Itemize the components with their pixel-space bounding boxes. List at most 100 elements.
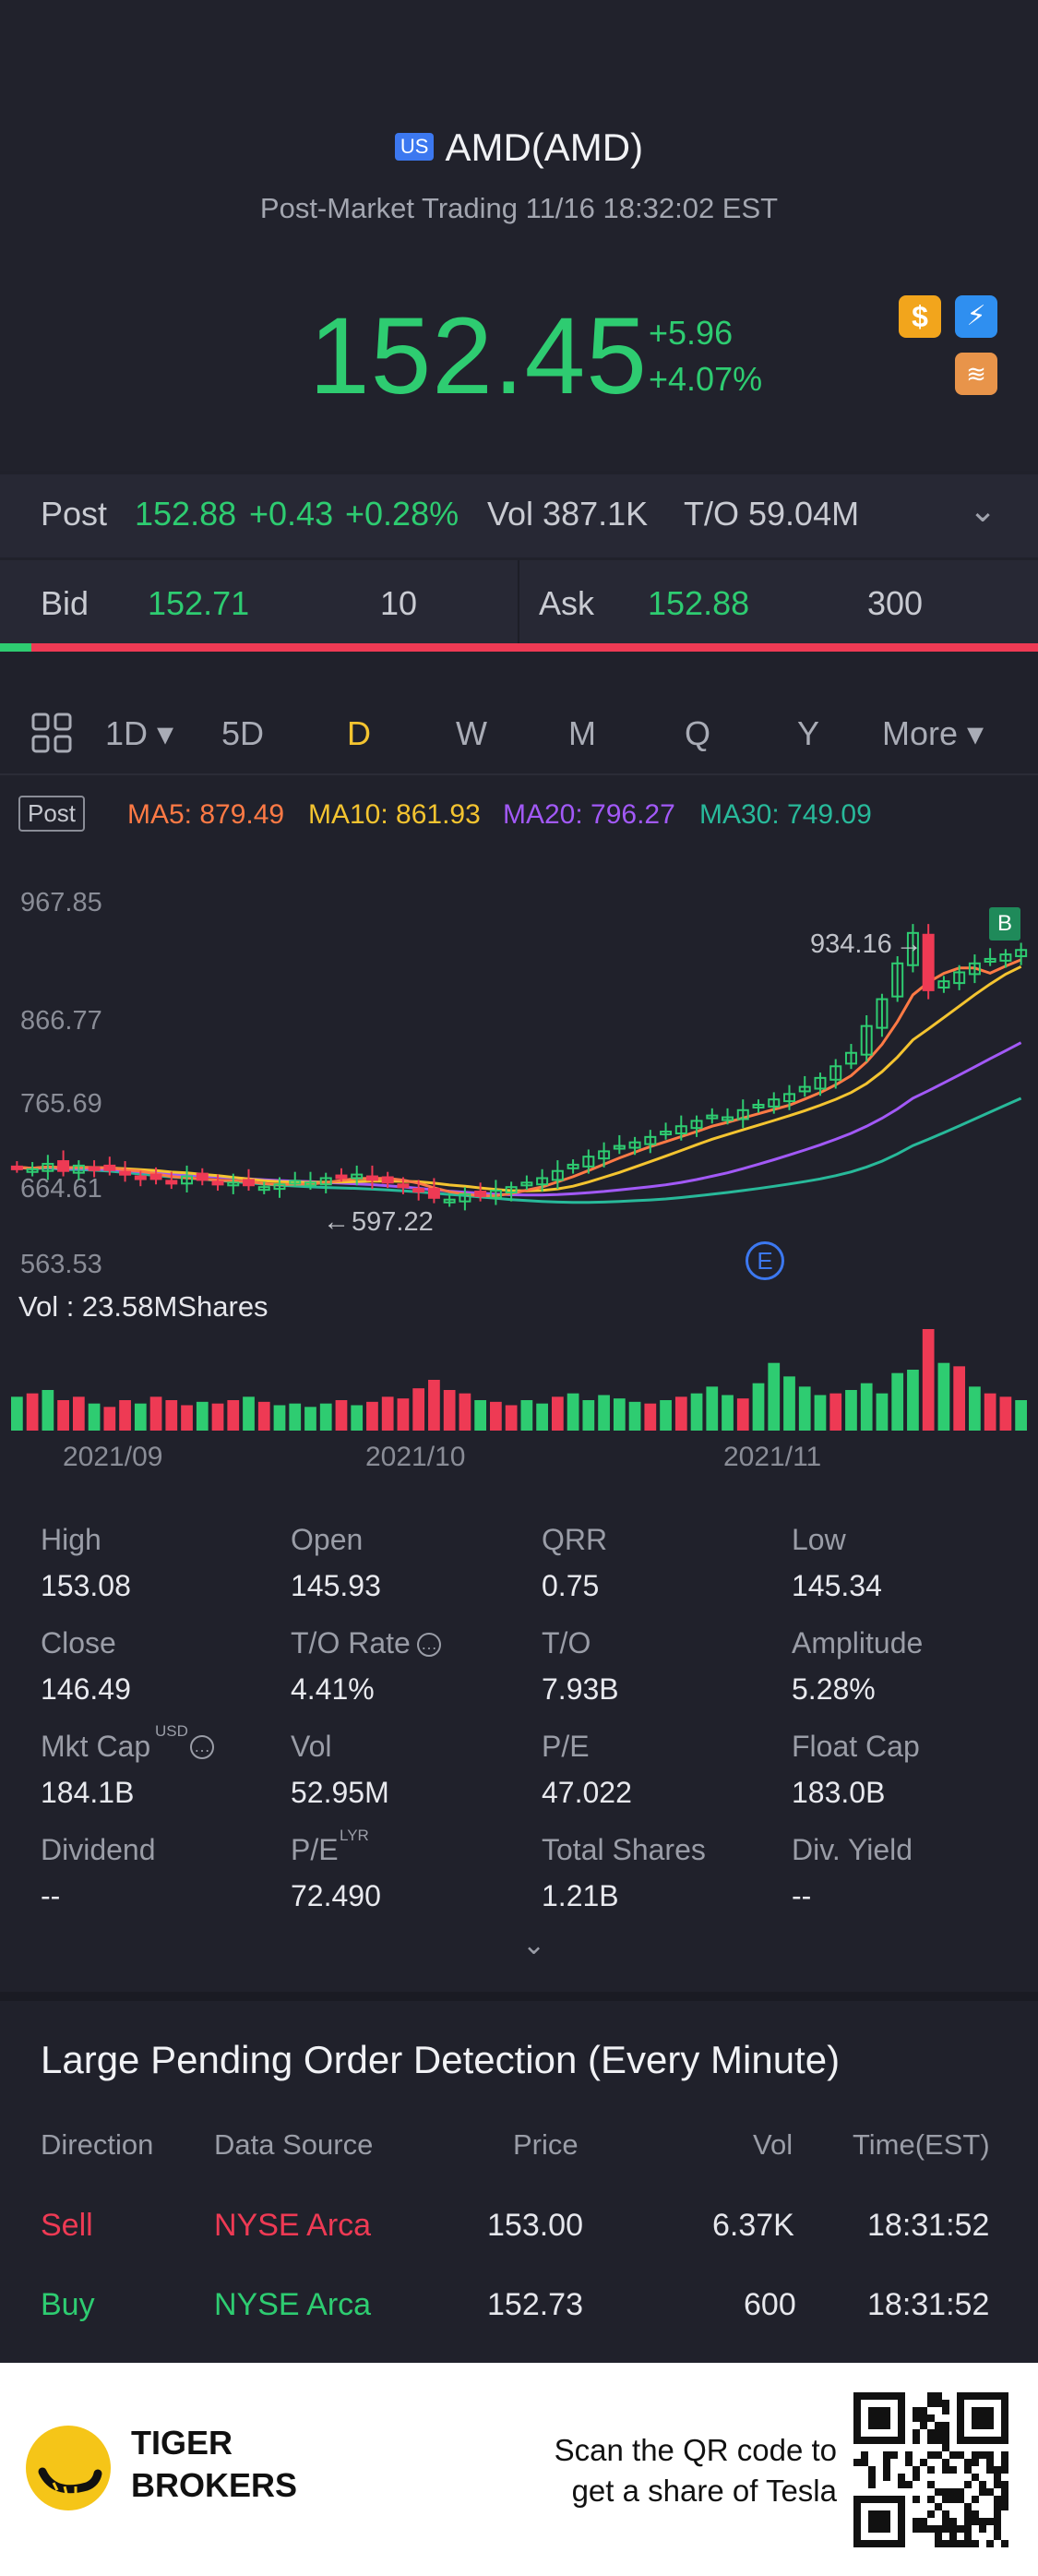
bolt-icon[interactable]: ⚡	[955, 295, 997, 338]
volume-bar	[273, 1405, 286, 1431]
tab-d[interactable]: D	[347, 714, 371, 752]
qr-module	[883, 2466, 890, 2474]
stat-label: High	[41, 1523, 101, 1556]
volume-bar	[57, 1400, 69, 1431]
stock-name: AMD(AMD)	[445, 126, 644, 169]
post-market-row[interactable]: Post 152.88 +0.43 +0.28% Vol 387.1K T/O …	[0, 474, 1038, 557]
candle	[613, 1144, 626, 1150]
candle	[134, 1175, 147, 1180]
qr-module	[957, 2540, 964, 2547]
stat-label: T/O	[542, 1626, 591, 1659]
ask-price: 152.88	[648, 584, 750, 622]
price-change-pct: +4.07%	[649, 360, 763, 398]
ma5-line	[17, 958, 1022, 1198]
qr-module	[986, 2459, 994, 2466]
qr-module	[979, 2481, 986, 2488]
candle	[551, 1169, 564, 1181]
order-direction: Sell	[41, 2208, 93, 2243]
qr-module	[964, 2540, 972, 2547]
volume-bar	[969, 1386, 981, 1431]
qr-module	[920, 2525, 927, 2533]
ma5-value: MA5: 879.49	[127, 799, 285, 830]
chevron-down-icon[interactable]: ⌄	[969, 491, 997, 529]
qr-module	[942, 2400, 949, 2407]
stat-label: P/E	[291, 1833, 339, 1866]
volume-bar	[876, 1393, 889, 1431]
expand-chevron-icon[interactable]: ⌄	[522, 1930, 546, 1960]
earnings-marker[interactable]: E	[746, 1241, 784, 1280]
qr-module	[972, 2510, 979, 2518]
qr-module	[964, 2481, 972, 2488]
qr-module	[868, 2466, 876, 2474]
candle	[644, 1135, 657, 1145]
candle	[922, 933, 935, 991]
bid-price: 152.71	[148, 584, 250, 622]
candle	[289, 1180, 302, 1185]
tab-5d[interactable]: 5D	[221, 714, 265, 752]
qr-code[interactable]	[853, 2392, 1008, 2547]
volume-bar	[907, 1370, 919, 1431]
tab-m[interactable]: M	[568, 714, 596, 752]
candle	[474, 1191, 487, 1197]
qr-module	[942, 2525, 949, 2533]
stat-label: Div. Yield	[792, 1833, 913, 1866]
candle	[227, 1181, 240, 1187]
volume-bar	[351, 1405, 364, 1431]
dollar-icon[interactable]: $	[899, 295, 941, 338]
buy-marker[interactable]: B	[989, 907, 1020, 941]
y-tick: 563.53	[20, 1250, 102, 1279]
volume-bar	[243, 1396, 255, 1431]
candle	[722, 1116, 734, 1121]
qr-module	[920, 2518, 927, 2525]
qr-module	[898, 2481, 905, 2488]
stat-value: 183.0B	[792, 1776, 886, 1809]
volume-bar	[196, 1401, 209, 1431]
tab-y[interactable]: Y	[797, 714, 820, 752]
volume-bar	[783, 1376, 795, 1431]
col-price: Price	[513, 2128, 579, 2161]
post-tag: Post	[18, 796, 86, 832]
post-volume: Vol 387.1K	[487, 495, 649, 533]
market-badge: US	[394, 133, 435, 161]
qr-module	[913, 2414, 920, 2422]
volume-bar	[536, 1403, 548, 1431]
ma10-value: MA10: 861.93	[308, 799, 481, 830]
stat-label: T/O Rate	[291, 1626, 411, 1659]
stat-label: Float Cap	[792, 1730, 920, 1763]
qr-module	[942, 2510, 949, 2518]
qr-module	[964, 2533, 972, 2540]
qr-module	[949, 2466, 957, 2474]
info-icon[interactable]: …	[190, 1735, 214, 1759]
candle	[119, 1170, 132, 1176]
tab-w[interactable]: W	[456, 714, 487, 752]
x-tick: 2021/10	[365, 1442, 466, 1472]
volume-label: Vol : 23.58MShares	[18, 1290, 268, 1323]
qr-module	[994, 2510, 1001, 2518]
qr-module	[994, 2474, 1001, 2481]
qr-module	[868, 2481, 876, 2488]
tab-q[interactable]: Q	[685, 714, 711, 752]
volume-bar	[103, 1407, 116, 1431]
candle	[782, 1093, 795, 1103]
tab-1d[interactable]: 1D ▾	[105, 714, 174, 752]
candle	[891, 962, 904, 998]
stat-value: --	[41, 1879, 61, 1912]
price-chart[interactable]	[0, 877, 1038, 1458]
qr-module	[1001, 2496, 1008, 2503]
qr-module	[949, 2488, 957, 2496]
qr-module	[964, 2525, 972, 2533]
last-price: 152.45	[309, 295, 648, 417]
grid-icon[interactable]	[31, 713, 72, 761]
qr-module	[986, 2540, 994, 2547]
candle	[829, 1065, 842, 1081]
qr-module	[861, 2451, 868, 2459]
usd-sup: USD	[155, 1722, 188, 1740]
qr-module	[935, 2540, 942, 2547]
book-icon[interactable]: ≋	[955, 353, 997, 395]
info-icon[interactable]: …	[417, 1633, 441, 1657]
tab-more[interactable]: More ▾	[882, 714, 984, 752]
col-source: Data Source	[214, 2128, 374, 2161]
qr-module	[986, 2451, 994, 2459]
volume-bar	[119, 1400, 131, 1431]
stat-value: 72.490	[291, 1879, 381, 1912]
